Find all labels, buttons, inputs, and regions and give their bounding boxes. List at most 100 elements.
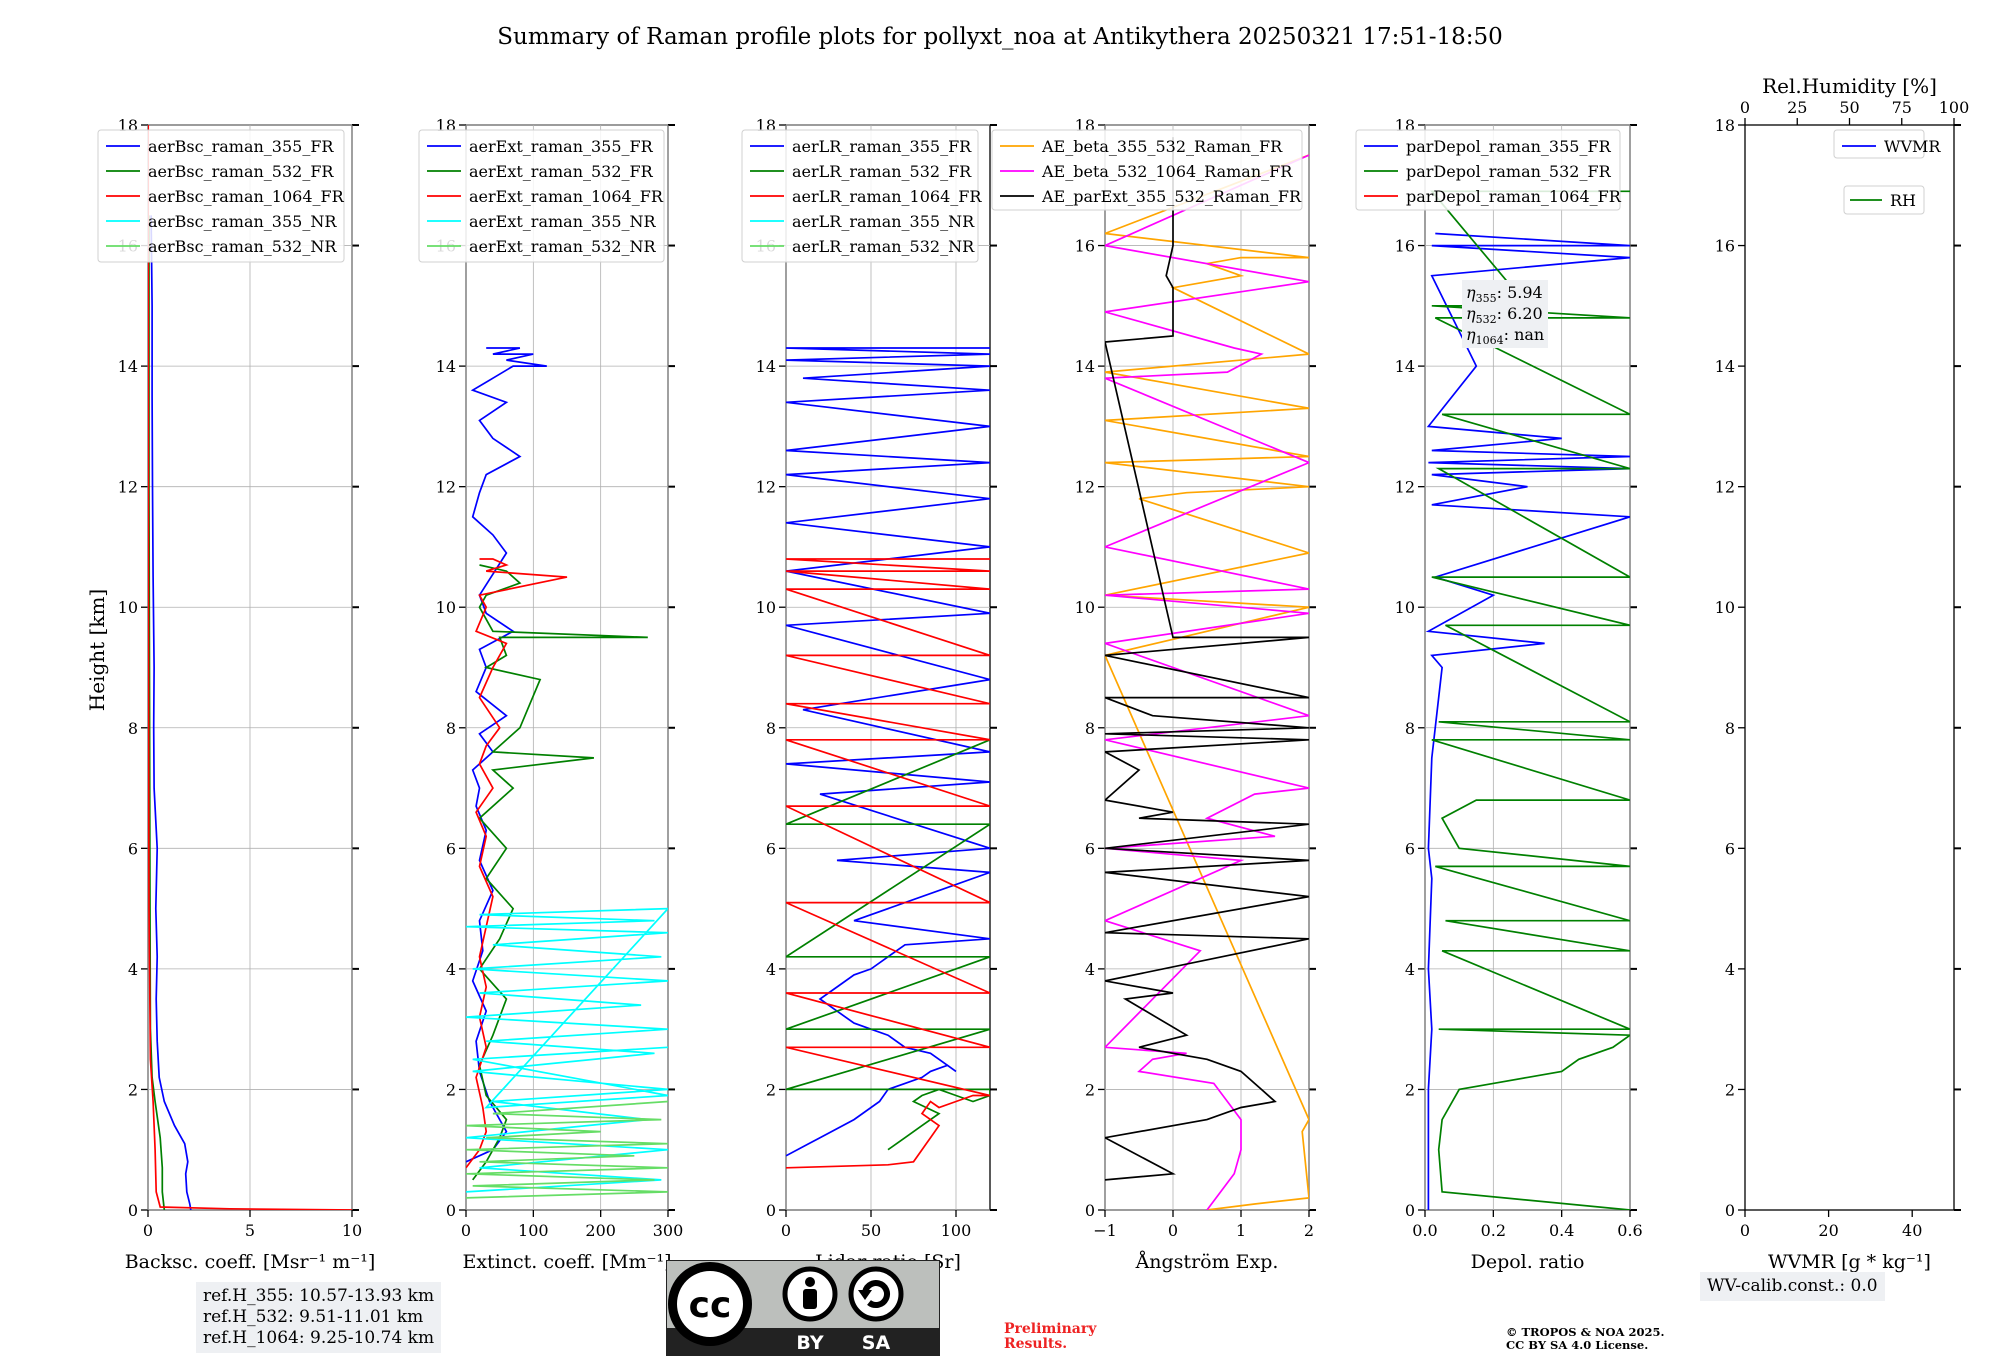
y-axis-label: Height [km]	[85, 589, 109, 711]
figure-title: Summary of Raman profile plots for polly…	[497, 24, 1503, 50]
legend-label: aerBsc_raman_1064_FR	[148, 187, 345, 206]
legend-label: aerExt_raman_355_FR	[469, 137, 654, 156]
legend-label: parDepol_raman_355_FR	[1406, 137, 1612, 156]
top-axis-label: Rel.Humidity [%]	[1762, 74, 1937, 98]
y-tick-label: 14	[756, 357, 776, 376]
y-tick-label: 14	[1395, 357, 1415, 376]
panel-backscatter: 0246810121416180510Backsc. coeff. [Msr⁻¹…	[97, 116, 375, 1273]
y-tick-label: 18	[1715, 116, 1735, 135]
y-tick-label: 4	[1405, 960, 1415, 979]
legend-box	[418, 129, 665, 263]
legend-label: aerExt_raman_1064_FR	[469, 187, 664, 206]
legend-box	[97, 129, 345, 263]
y-tick-label: 4	[766, 960, 776, 979]
y-tick-label: 10	[436, 598, 456, 617]
x-tick-label: 20	[1818, 1221, 1838, 1240]
y-tick-label: 10	[1715, 598, 1735, 617]
cc-license-badge: cc BY SA	[666, 1260, 940, 1356]
series-line-aerExt_raman_532_NR	[466, 1100, 668, 1199]
y-tick-label: 6	[128, 839, 138, 858]
y-tick-label: 14	[1075, 357, 1095, 376]
y-tick-label: 16	[1075, 237, 1095, 256]
legend: aerBsc_raman_355_FR aerBsc_raman_532_FRae…	[97, 129, 345, 263]
by-label: BY	[796, 1332, 823, 1354]
y-tick-label: 14	[436, 357, 456, 376]
series-group	[786, 347, 990, 1169]
series-line-aerExt_raman_355_NR	[466, 907, 668, 1193]
x-tick-label: 10	[342, 1221, 362, 1240]
top-x-tick-label: 25	[1787, 98, 1807, 117]
top-x-tick-label: 50	[1839, 98, 1859, 117]
x-tick-label: −1	[1093, 1221, 1117, 1240]
y-tick-label: 16	[1715, 237, 1735, 256]
y-tick-label: 12	[1075, 478, 1095, 497]
legend-box-rh	[1843, 185, 1925, 215]
y-tick-label: 4	[446, 960, 456, 979]
top-x-tick-label: 100	[1939, 98, 1970, 117]
y-tick-label: 6	[1085, 839, 1095, 858]
eta-line: η1064: nan	[1466, 325, 1544, 347]
y-tick-label: 0	[1405, 1201, 1415, 1220]
legend-label: parDepol_raman_532_FR	[1406, 162, 1612, 181]
y-tick-label: 6	[1725, 839, 1735, 858]
panels: 0246810121416180510Backsc. coeff. [Msr⁻¹…	[97, 74, 1970, 1273]
y-tick-label: 14	[118, 357, 138, 376]
cc-text: cc	[689, 1285, 732, 1326]
y-tick-label: 6	[446, 839, 456, 858]
legend: AE_beta_355_532_Raman_FR AE_beta_532_1064…	[991, 129, 1303, 211]
legend-box	[741, 129, 979, 263]
legend-label: AE_beta_532_1064_Raman_FR	[1041, 162, 1293, 181]
legend-label: aerBsc_raman_532_NR	[148, 237, 337, 256]
copyright-line-2: CC BY SA 4.0 License.	[1506, 1338, 1649, 1352]
panel-wvmr: 0 2 4 6 8 10 12 14 16 18 0 20 40 WVMR [g * kg⁻¹] 0 25 50…	[1715, 74, 1970, 1273]
plot-frame	[1744, 124, 1955, 1211]
y-tick-label: 0	[766, 1201, 776, 1220]
series-line-aerLR_raman_532_FR	[786, 739, 990, 1151]
legend-label: aerExt_raman_355_NR	[469, 212, 657, 231]
x-tick-label: 0	[1740, 1221, 1750, 1240]
x-tick-label: 50	[861, 1221, 881, 1240]
y-tick-label: 2	[766, 1080, 776, 1099]
y-tick-label: 12	[118, 478, 138, 497]
y-tick-label: 10	[1075, 598, 1095, 617]
x-tick-label: 5	[245, 1221, 255, 1240]
series-line-AE_parExt_355_532_Raman_FR	[1105, 137, 1309, 1181]
copyright-note: © TROPOS & NOA 2025. CC BY SA 4.0 Licens…	[1506, 1326, 1664, 1352]
y-tick-label: 0	[128, 1201, 138, 1220]
series-group	[1105, 137, 1309, 1210]
series-line-aerExt_raman_355_FR	[466, 347, 547, 1163]
y-tick-label: 12	[756, 478, 776, 497]
y-tick-label: 16	[1395, 237, 1415, 256]
legend-label: WVMR	[1884, 137, 1941, 156]
x-tick-label: 1	[1236, 1221, 1246, 1240]
ref-height-532: ref.H_532: 9.51-11.01 km	[203, 1307, 424, 1327]
y-tick-label: 8	[1085, 719, 1095, 738]
plot-frame	[465, 124, 669, 1211]
x-tick-label: 0.6	[1617, 1221, 1642, 1240]
eta-line: η532: 6.20	[1466, 304, 1543, 326]
y-tick-label: 10	[1395, 598, 1415, 617]
legend: aerExt_raman_355_FR aerExt_raman_532_FRae…	[418, 129, 665, 263]
ref-height-355: ref.H_355: 10.57-13.93 km	[203, 1286, 435, 1306]
legend-label: aerBsc_raman_355_NR	[148, 212, 337, 231]
y-tick-label: 6	[1405, 839, 1415, 858]
series-line-aerLR_raman_355_FR	[786, 347, 990, 1157]
x-tick-label: 200	[585, 1221, 616, 1240]
share-alike-icon	[848, 1266, 904, 1322]
legend-label: parDepol_raman_1064_FR	[1406, 187, 1622, 206]
series-line-parDepol_raman_532_FR	[1429, 190, 1630, 1210]
panel-lidar_ratio: 024681012141618050100Lidar ratio [Sr]aer…	[741, 116, 997, 1273]
x-tick-label: 0	[461, 1221, 471, 1240]
legend-label: RH	[1890, 191, 1916, 210]
x-tick-label: 2	[1304, 1221, 1314, 1240]
series-line-aerLR_raman_1064_FR	[786, 558, 990, 1169]
x-axis-label: WVMR [g * kg⁻¹]	[1768, 1251, 1931, 1273]
legend-label: aerExt_raman_532_NR	[469, 237, 657, 256]
y-tick-label: 2	[1405, 1080, 1415, 1099]
preliminary-note: Preliminary Results.	[1004, 1322, 1096, 1352]
legend-label: aerExt_raman_532_FR	[469, 162, 654, 181]
legend-label: AE_parExt_355_532_Raman_FR	[1041, 187, 1302, 206]
copyright-line-1: © TROPOS & NOA 2025.	[1506, 1325, 1665, 1339]
y-tick-label: 12	[1395, 478, 1415, 497]
